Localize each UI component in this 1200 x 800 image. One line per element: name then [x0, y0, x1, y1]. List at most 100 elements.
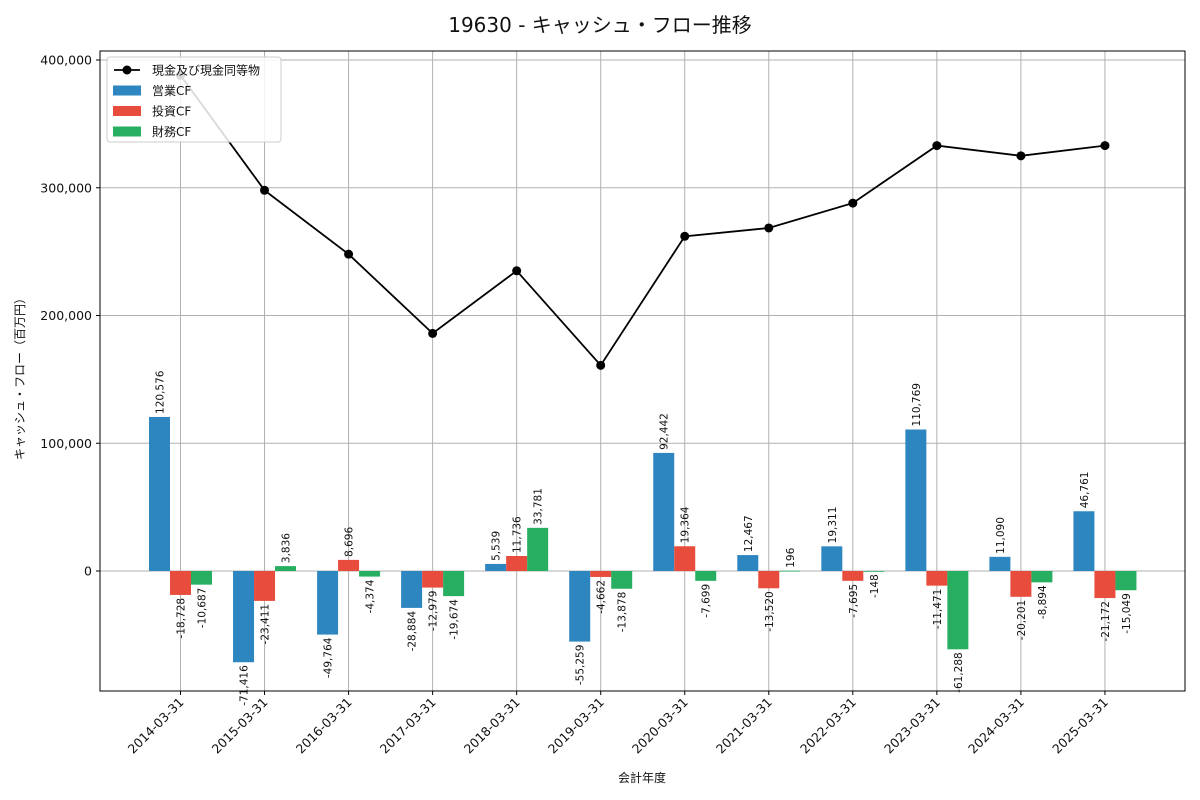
x-tick-label: 2020-03-31	[629, 695, 691, 757]
bar	[1010, 571, 1032, 597]
bar-value-label: -71,416	[239, 665, 251, 706]
bar-value-label: -23,411	[260, 604, 272, 645]
cash-point	[680, 231, 690, 241]
bar-value-label: 5,539	[491, 531, 503, 561]
cash-point	[932, 141, 942, 151]
bar-value-label: 8,696	[344, 527, 356, 557]
bar	[674, 546, 696, 571]
bar-value-label: 19,364	[680, 506, 692, 543]
x-tick-label: 2023-03-31	[881, 695, 943, 757]
x-axis-label: 会計年度	[618, 770, 666, 785]
bar-value-label: 33,781	[533, 488, 545, 525]
legend-marker	[122, 65, 132, 75]
x-tick-label: 2016-03-31	[293, 695, 355, 757]
bar	[506, 556, 528, 571]
legend-label: 投資CF	[152, 104, 191, 119]
legend-box	[106, 56, 282, 143]
bar	[275, 566, 297, 571]
bar-value-label: -18,728	[176, 598, 188, 639]
y-axis-label: キャッシュ・フロー（百万円）	[13, 292, 27, 460]
bar	[695, 571, 717, 581]
y-tick-label: 100,000	[40, 436, 92, 451]
cash-point	[260, 185, 270, 195]
bar-value-label: -7,699	[701, 584, 713, 618]
bar	[254, 571, 276, 601]
bar-value-label: -12,979	[428, 591, 440, 632]
legend-swatch	[113, 106, 141, 116]
x-tick-label: 2014-03-31	[125, 695, 187, 757]
chart-title: 19630 - キャッシュ・フロー推移	[448, 13, 752, 37]
bar	[926, 571, 948, 586]
bar	[989, 556, 1011, 571]
bar	[947, 571, 969, 650]
bar	[590, 571, 612, 577]
bar-value-label: -13,520	[764, 591, 776, 632]
bar	[611, 571, 633, 589]
bar	[821, 546, 843, 571]
cash-line-path	[179, 74, 1106, 367]
y-axis: 0 100,000 200,000 300,000 400,000	[40, 53, 100, 579]
bar-value-label: -49,764	[323, 637, 335, 678]
bar-value-label: -7,695	[848, 584, 860, 618]
bar-value-label: 3,836	[281, 533, 293, 563]
x-tick-label: 2018-03-31	[461, 695, 523, 757]
bar-value-label: -11,471	[932, 589, 944, 630]
bar-value-label: -61,288	[953, 652, 965, 693]
bar-value-label: -8,894	[1037, 585, 1049, 619]
bar-value-label: 196	[785, 547, 797, 567]
y-tick-label: 300,000	[40, 180, 92, 195]
x-tick-label: 2024-03-31	[965, 695, 1027, 757]
bar	[233, 571, 255, 663]
bar	[338, 559, 360, 571]
legend-swatch	[113, 85, 141, 96]
legend-label: 財務CF	[152, 124, 191, 139]
bar-value-label: 120,576	[155, 370, 167, 414]
cash-point	[596, 360, 606, 370]
bar	[779, 570, 801, 572]
bar	[191, 571, 212, 585]
x-tick-label: 2022-03-31	[797, 695, 859, 757]
x-tick-label: 2021-03-31	[713, 695, 775, 757]
cash-line	[176, 70, 1110, 370]
bar	[863, 571, 885, 572]
bar	[170, 571, 191, 595]
bar-value-label: 12,467	[743, 515, 755, 552]
bar-value-label: -4,374	[365, 579, 377, 613]
bar-value-label: -20,201	[1016, 600, 1028, 641]
bar	[653, 452, 675, 571]
bar-value-label: 11,090	[995, 517, 1007, 554]
bar-value-label: -55,259	[575, 645, 587, 686]
cash-point	[428, 328, 438, 338]
bar-value-label: -15,049	[1121, 593, 1133, 634]
bar-value-label: -13,878	[617, 592, 629, 633]
bar-value-label: -4,662	[596, 580, 608, 614]
bar	[1115, 571, 1137, 591]
bar	[569, 571, 591, 642]
bar-value-label: -10,687	[197, 588, 209, 629]
bar	[485, 563, 507, 571]
bar	[149, 416, 170, 571]
bar-value-label: 92,442	[659, 413, 671, 450]
bar	[401, 571, 423, 608]
bar	[443, 571, 465, 597]
bar	[1031, 571, 1053, 583]
bar-value-label: -28,884	[407, 611, 419, 652]
bar	[758, 571, 780, 589]
bar-value-label: 11,736	[512, 516, 524, 553]
bar	[359, 571, 381, 577]
cash-point	[764, 223, 774, 233]
bar	[842, 571, 864, 581]
x-tick-label: 2025-03-31	[1049, 695, 1111, 757]
cash-point	[344, 249, 354, 259]
x-tick-label: 2019-03-31	[545, 695, 607, 757]
bar	[1094, 571, 1116, 599]
bar-value-label: 110,769	[911, 383, 923, 426]
plot-frame	[99, 50, 1186, 692]
bar-value-label: -21,172	[1100, 601, 1112, 642]
bar	[737, 555, 759, 571]
bar-value-label: -19,674	[449, 599, 461, 640]
bar	[317, 571, 339, 635]
cash-point	[1016, 151, 1026, 161]
